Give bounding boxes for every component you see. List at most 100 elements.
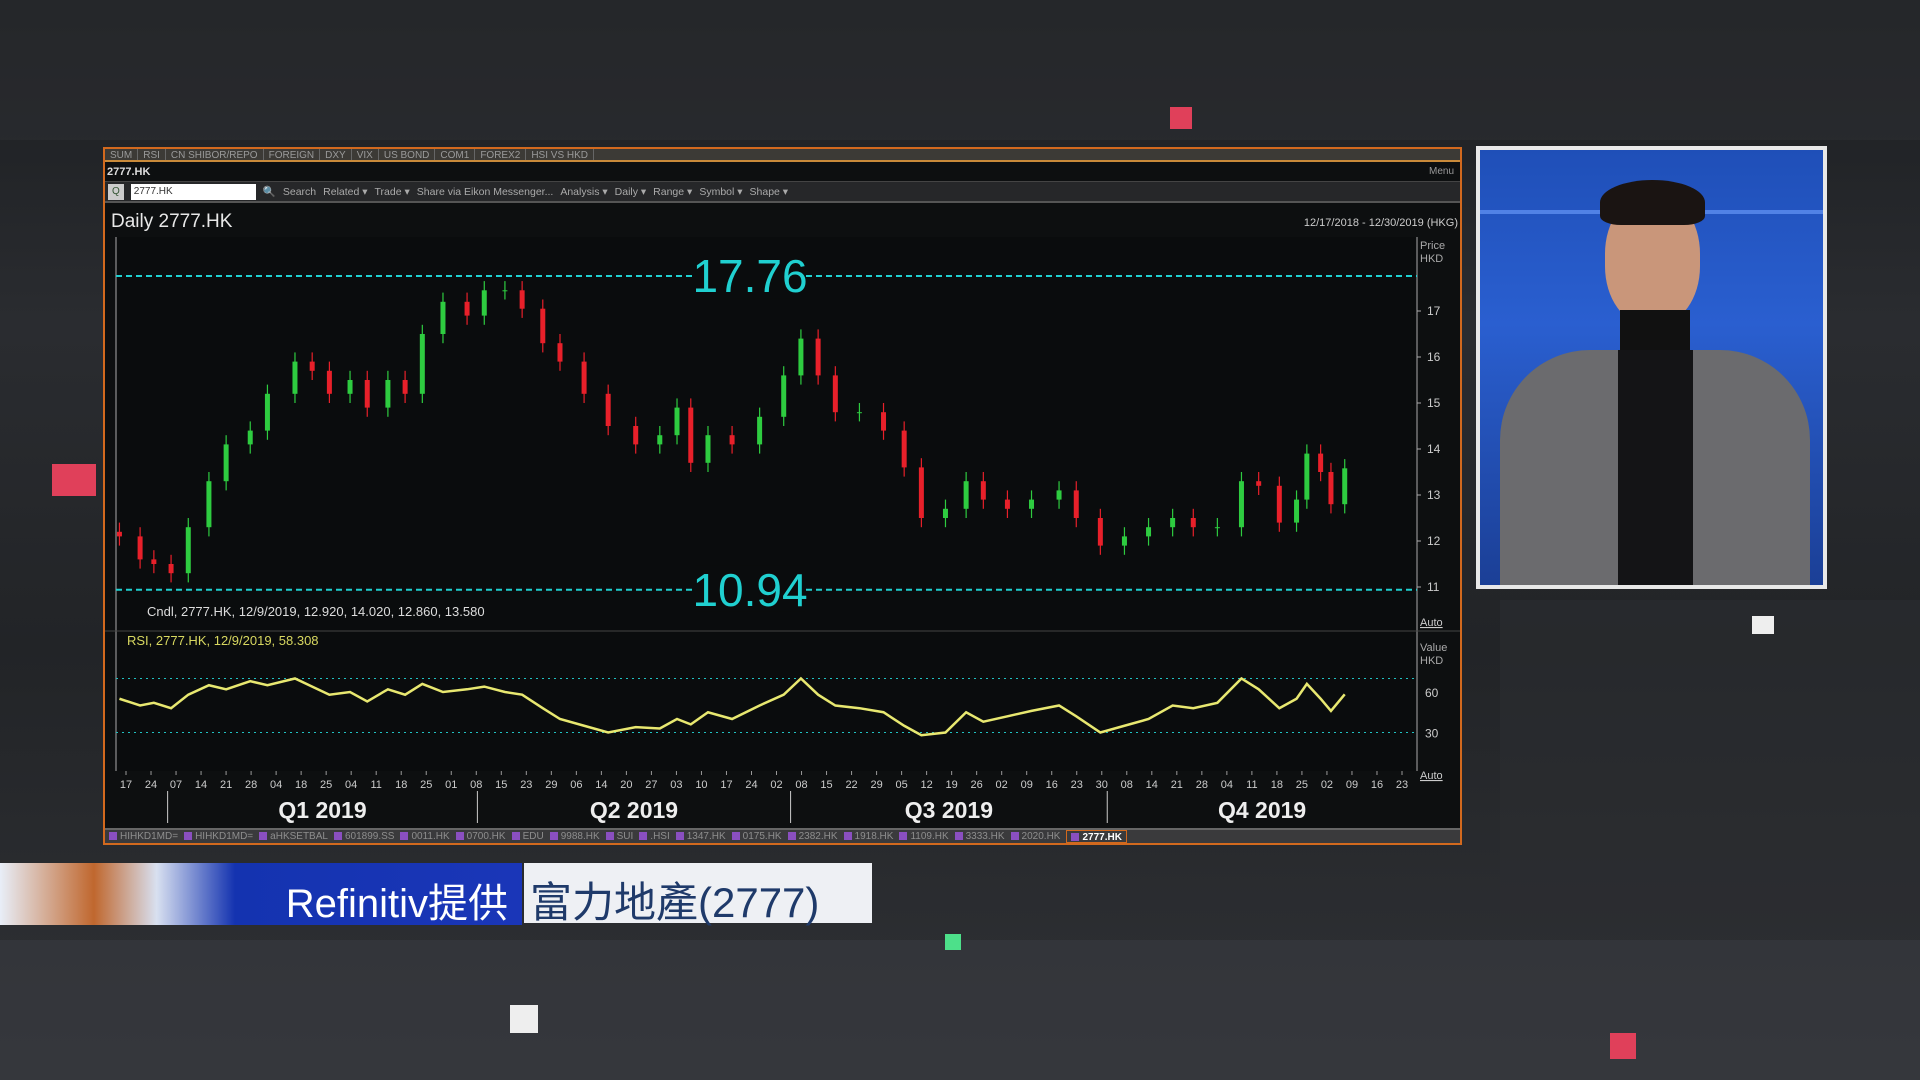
candle — [963, 481, 969, 509]
tab-4[interactable]: DXY — [320, 149, 352, 161]
quote-selector[interactable]: Q — [108, 183, 124, 200]
tab-9[interactable]: HSI VS HKD — [526, 149, 595, 161]
x-tick-label: 17 — [120, 779, 132, 791]
x-tick-label: 15 — [820, 779, 832, 791]
candle — [1004, 499, 1010, 509]
top-tab-bar: SUM RSI CN SHIBOR/REPO FOREIGN DXY VIX US BOND… — [105, 149, 1460, 162]
x-tick-label: 24 — [745, 779, 757, 791]
x-tick-label: 29 — [545, 779, 557, 791]
price-tick-label: 17 — [1427, 304, 1441, 318]
x-tick-label: 23 — [1396, 779, 1408, 791]
bottom-tab-17[interactable]: 2777.HK — [1066, 830, 1127, 843]
price-tick-label: 11 — [1427, 580, 1440, 594]
rsi-legend: RSI, 2777.HK, 12/9/2019, 58.308 — [127, 633, 319, 648]
level-label: 17.76 — [692, 250, 807, 302]
symbol-input[interactable] — [130, 183, 256, 200]
bottom-tab-11[interactable]: 0175.HK — [732, 830, 782, 843]
candle — [464, 301, 470, 316]
candle — [206, 481, 212, 528]
decor-square — [510, 1005, 538, 1033]
caption-stock-text: 富力地產(2777) — [530, 879, 820, 926]
tab-2[interactable]: CN SHIBOR/REPO — [166, 149, 264, 161]
decor-square — [945, 934, 961, 950]
candle — [1318, 453, 1324, 472]
x-tick-label: 18 — [295, 779, 307, 791]
x-tick-label: 16 — [1046, 779, 1058, 791]
tab-8[interactable]: FOREX2 — [475, 149, 527, 161]
candle — [1214, 527, 1220, 529]
candle — [292, 361, 298, 394]
candle — [688, 407, 694, 463]
candle — [1294, 499, 1300, 523]
candle — [385, 380, 391, 408]
bottom-tab-5[interactable]: 0700.HK — [456, 830, 506, 843]
bottom-tab-4[interactable]: 0011.HK — [400, 830, 449, 843]
x-tick-label: 02 — [1321, 779, 1333, 791]
bottom-tab-3[interactable]: 601899.SS — [334, 830, 395, 843]
price-tick-label: 12 — [1427, 534, 1441, 548]
candle — [942, 508, 948, 518]
date-range: 12/17/2018 - 12/30/2019 (HKG) — [1303, 217, 1458, 229]
x-tick-label: 07 — [170, 779, 182, 791]
toolbar-item-3[interactable]: Share via Eikon Messenger... — [416, 185, 554, 198]
candle — [1121, 536, 1127, 546]
toolbar-item-8[interactable]: Shape ▾ — [749, 185, 789, 198]
toolbar: Q 🔍 Search Related ▾ Trade ▾ Share via Eiko… — [105, 181, 1460, 203]
x-tick-label: 28 — [1196, 779, 1208, 791]
x-tick-label: 29 — [870, 779, 882, 791]
tab-6[interactable]: US BOND — [379, 149, 436, 161]
x-tick-label: 28 — [245, 779, 257, 791]
toolbar-item-0[interactable]: Search — [282, 185, 317, 198]
bottom-tab-0[interactable]: HIHKD1MD= — [109, 830, 178, 843]
x-tick-label: 23 — [1071, 779, 1083, 791]
bottom-tab-9[interactable]: .HSI — [639, 830, 669, 843]
x-tick-label: 23 — [520, 779, 532, 791]
bottom-tab-15[interactable]: 3333.HK — [955, 830, 1005, 843]
menu-button[interactable]: Menu — [1428, 166, 1454, 177]
candle — [1190, 518, 1196, 528]
toolbar-item-5[interactable]: Daily ▾ — [614, 185, 647, 198]
bottom-tab-12[interactable]: 2382.HK — [788, 830, 838, 843]
x-tick-label: 08 — [1121, 779, 1133, 791]
candle — [674, 407, 680, 436]
bottom-tab-6[interactable]: EDU — [512, 830, 544, 843]
quarter-label: Q1 2019 — [278, 797, 366, 823]
decor-square — [1170, 107, 1192, 129]
toolbar-item-1[interactable]: Related ▾ — [323, 185, 368, 198]
bottom-tab-2[interactable]: aHKSETBAL — [259, 830, 328, 843]
tab-0[interactable]: SUM — [105, 149, 139, 161]
price-chart[interactable]: 11121314151617PriceHKDValueHKDAutoAuto60… — [105, 149, 1460, 829]
bottom-tab-16[interactable]: 2020.HK — [1011, 830, 1061, 843]
bottom-tab-14[interactable]: 1109.HK — [899, 830, 948, 843]
level-label-bg — [695, 565, 805, 612]
tab-1[interactable]: RSI — [138, 149, 166, 161]
candle — [856, 412, 862, 414]
bottom-tab-8[interactable]: SUI — [606, 830, 634, 843]
x-tick-label: 02 — [770, 779, 782, 791]
tab-7[interactable]: COM1 — [435, 149, 476, 161]
x-tick-label: 16 — [1371, 779, 1383, 791]
candle — [481, 290, 487, 316]
toolbar-item-7[interactable]: Symbol ▾ — [699, 185, 743, 198]
x-tick-label: 18 — [395, 779, 407, 791]
candle — [798, 338, 804, 376]
tab-3[interactable]: FOREIGN — [264, 149, 321, 161]
bottom-tab-1[interactable]: HIHKD1MD= — [184, 830, 253, 843]
bottom-tab-10[interactable]: 1347.HK — [676, 830, 726, 843]
bottom-tab-bar: HIHKD1MD= HIHKD1MD= aHKSETBAL 601899.SS 0011… — [105, 828, 1460, 843]
x-tick-label: 09 — [1021, 779, 1033, 791]
x-tick-label: 30 — [1096, 779, 1108, 791]
eikon-chart-window: 11 12 13 14 15 16 17 Price HKD Value HKD Auto Auto 60… — [103, 147, 1462, 845]
candle — [633, 426, 639, 445]
toolbar-item-2[interactable]: Trade ▾ — [374, 185, 410, 198]
tab-5[interactable]: VIX — [352, 149, 379, 161]
candle — [832, 375, 838, 413]
toolbar-item-4[interactable]: Analysis ▾ — [560, 185, 608, 198]
x-tick-label: 10 — [695, 779, 707, 791]
candle — [1304, 453, 1310, 500]
bottom-tab-13[interactable]: 1918.HK — [844, 830, 894, 843]
bottom-tab-7[interactable]: 9988.HK — [550, 830, 600, 843]
x-tick-label: 05 — [895, 779, 907, 791]
candle — [440, 301, 446, 334]
toolbar-item-6[interactable]: Range ▾ — [653, 185, 693, 198]
